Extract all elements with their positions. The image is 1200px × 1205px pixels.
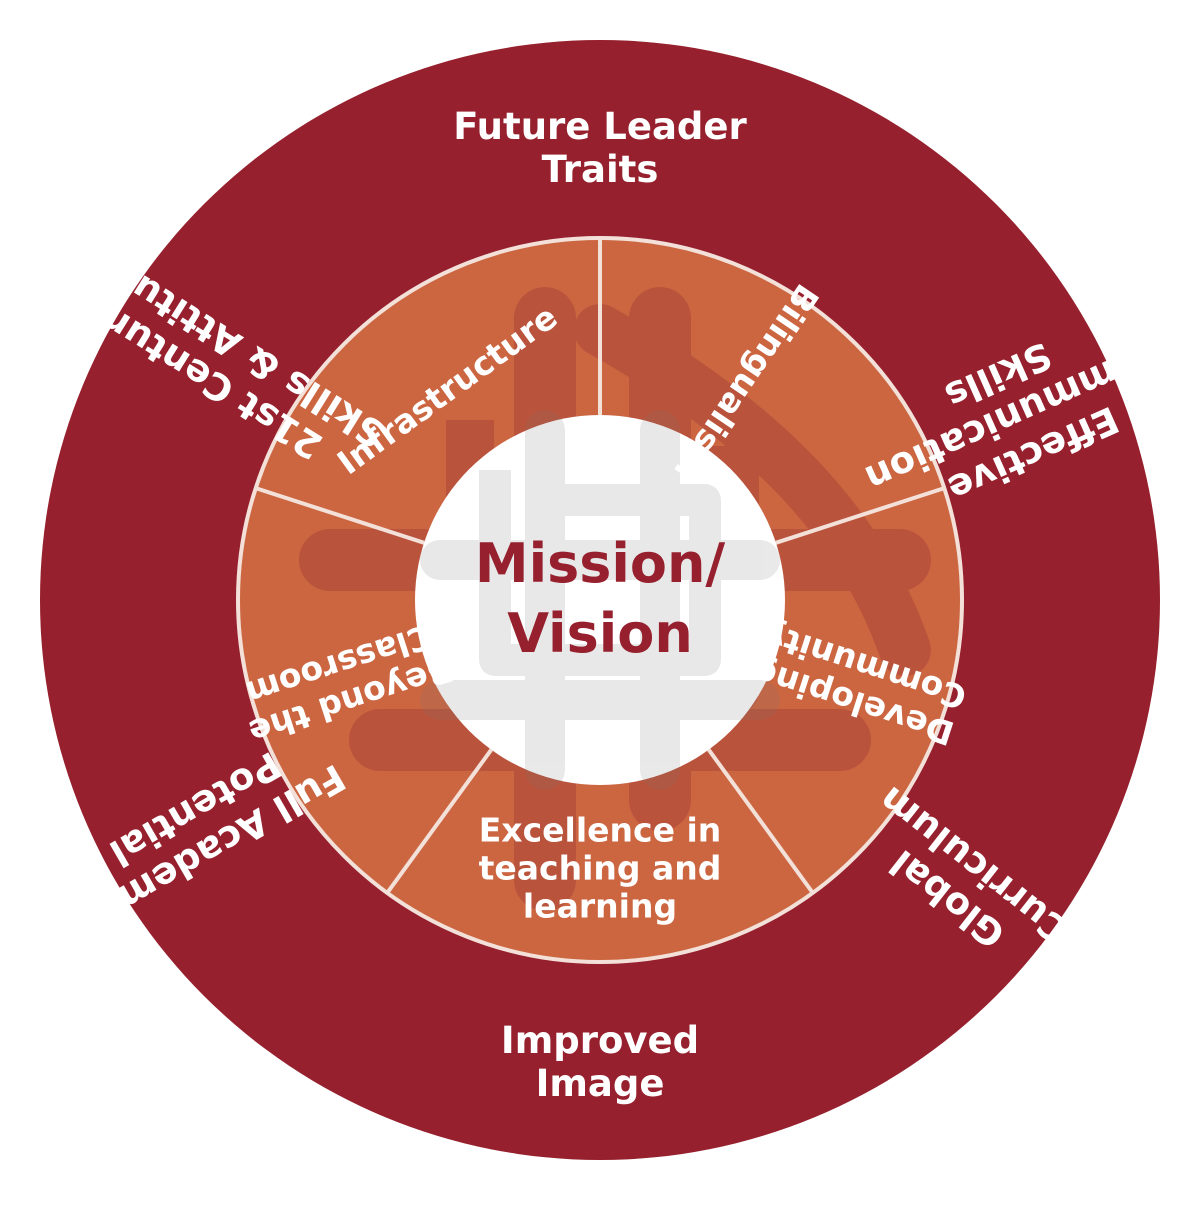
outer-label-improved-image-line-2: Image xyxy=(536,1062,665,1105)
outer-label-improved-image-line-1: Improved xyxy=(501,1019,699,1062)
watermark-logo-center xyxy=(420,410,780,790)
center-title-line2: Vision xyxy=(507,602,693,665)
center-circle xyxy=(415,415,785,785)
inner-label-excellence-line-3: learning xyxy=(523,887,677,926)
outer-label-future-leader-traits-line-2: Traits xyxy=(542,148,659,191)
outer-label-future-leader-traits-line-1: Future Leader xyxy=(453,105,747,148)
segment-divider xyxy=(775,486,945,545)
inner-ring-border xyxy=(236,236,964,964)
inner-label-excellence-line-1: Excellence in xyxy=(479,811,722,850)
center-title-line1: Mission/ xyxy=(475,532,726,595)
inner-label-excellence-line-2: teaching and xyxy=(479,849,722,888)
segment-divider xyxy=(385,748,493,895)
segment-dividers xyxy=(236,236,964,964)
segment-divider xyxy=(255,486,425,545)
segment-divider xyxy=(707,748,815,895)
